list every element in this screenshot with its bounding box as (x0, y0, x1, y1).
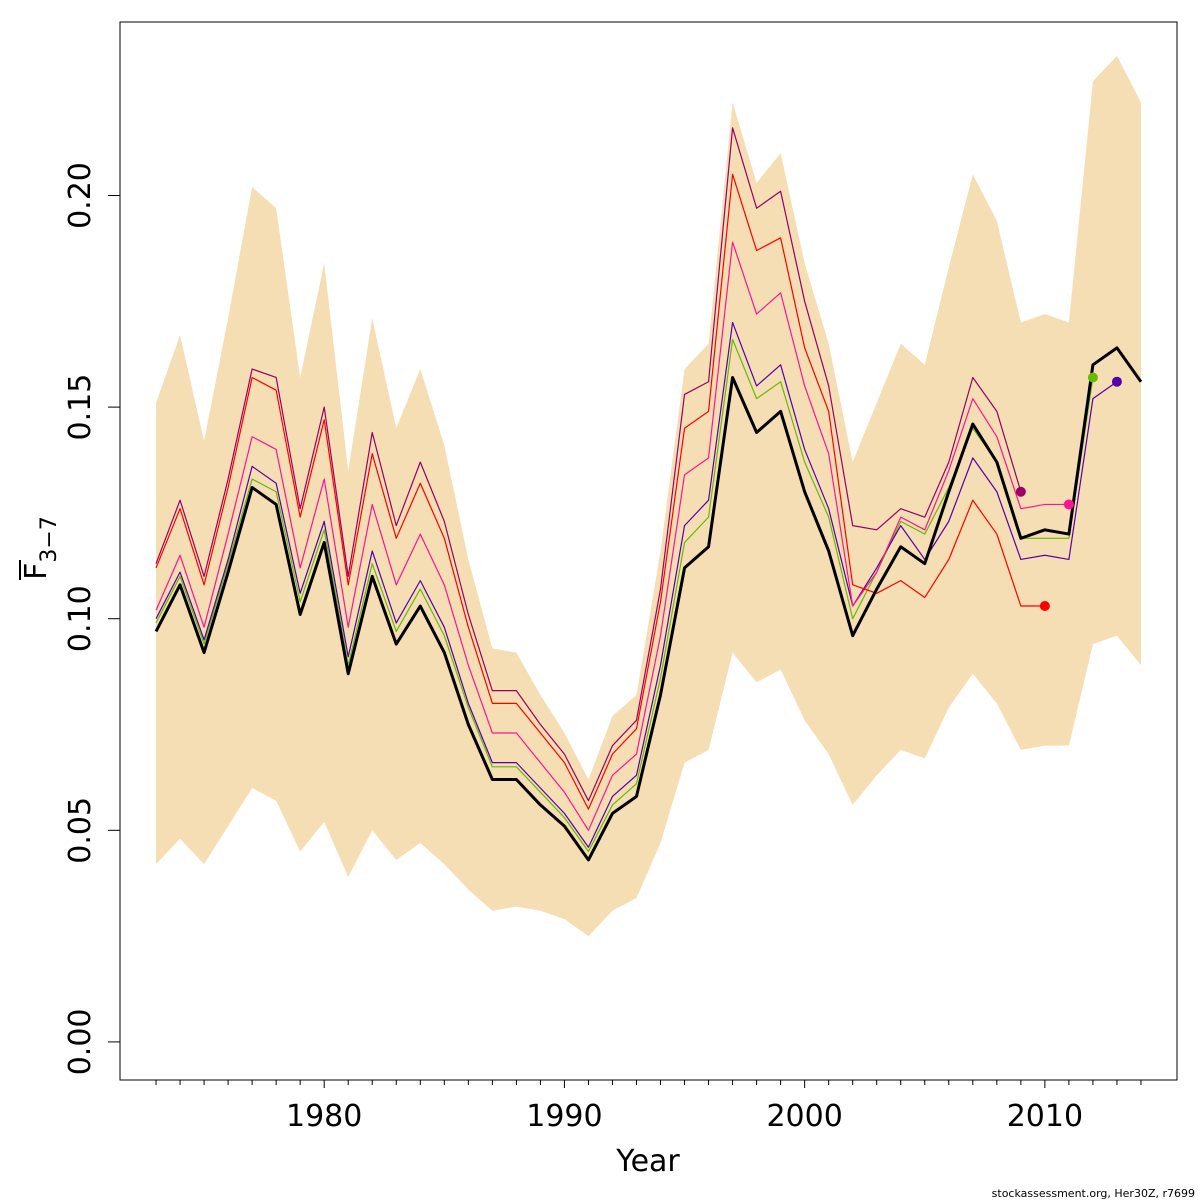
credit-text: stockassessment.org, Her30Z, r7699 (992, 1187, 1195, 1200)
svg-text:F3−7: F3−7 (19, 516, 62, 580)
y-tick-label: 0.20 (63, 162, 98, 229)
y-tick-label: 0.05 (63, 797, 98, 864)
endpoint-marker-5 (1111, 376, 1122, 387)
x-tick-label: 1980 (286, 1099, 362, 1134)
y-axis: 0.00 0.05 0.10 0.15 0.20 (63, 162, 120, 1075)
x-tick-label: 2000 (766, 1099, 842, 1134)
confidence-band-layer (156, 55, 1141, 937)
y-tick-label: 0.10 (63, 585, 98, 652)
x-axis-title: Year (615, 1144, 680, 1179)
series-line-2 (155, 321, 1118, 848)
confidence-band (156, 55, 1141, 937)
endpoint-markers-layer (1015, 372, 1122, 612)
series-line-4 (155, 173, 1045, 810)
y-tick-label: 0.00 (63, 1009, 98, 1076)
y-axis-title-symbol: F (19, 563, 54, 580)
x-tick-label: 2010 (1007, 1099, 1083, 1134)
series-line-1 (155, 338, 1094, 853)
plot-frame (119, 21, 1178, 1081)
endpoint-marker-2 (1039, 601, 1050, 612)
y-axis-title: F3−7 (19, 516, 62, 580)
x-axis: 1980 1990 2000 2010 (155, 1080, 1142, 1134)
series-line-5 (155, 127, 1022, 802)
endpoint-marker-1 (1015, 486, 1026, 497)
y-axis-title-subscript: 3−7 (37, 516, 62, 562)
endpoint-marker-4 (1087, 372, 1098, 383)
series-lines-layer (154, 127, 1143, 862)
endpoint-marker-3 (1063, 499, 1074, 510)
y-tick-label: 0.15 (63, 374, 98, 441)
x-tick-label: 1990 (526, 1099, 602, 1134)
series-line-3 (155, 241, 1069, 831)
series-line-main (154, 346, 1143, 862)
